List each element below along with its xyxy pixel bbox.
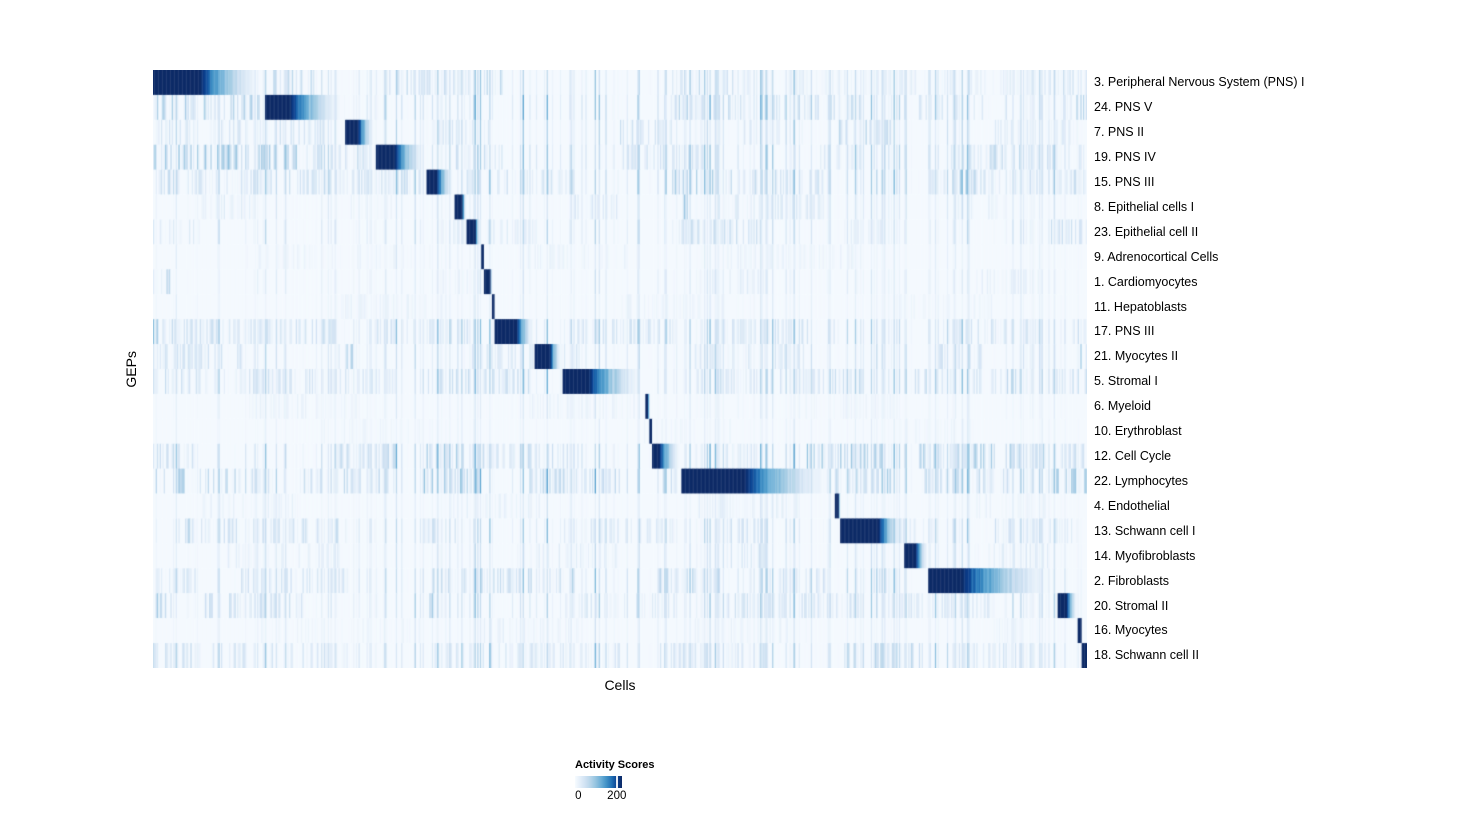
legend-title: Activity Scores xyxy=(575,759,655,771)
x-axis-title: Cells xyxy=(604,677,636,693)
row-label: 19. PNS IV xyxy=(1094,149,1156,164)
row-label: 15. PNS III xyxy=(1094,174,1155,189)
row-label: 11. Hepatoblasts xyxy=(1094,299,1187,314)
legend-tick-min-label: 0 xyxy=(575,790,582,802)
row-label: 12. Cell Cycle xyxy=(1094,449,1172,464)
row-label: 14. Myofibroblasts xyxy=(1094,548,1196,563)
row-label: 24. PNS V xyxy=(1094,100,1153,115)
row-labels: 3. Peripheral Nervous System (PNS) I 24.… xyxy=(1094,70,1454,668)
row-label: 16. Myocytes xyxy=(1094,623,1168,638)
row-label: 17. PNS III xyxy=(1094,324,1155,339)
legend-ticks: 0 200 xyxy=(575,790,626,804)
row-label: 23. Epithelial cell II xyxy=(1094,224,1199,239)
row-label: 7. PNS II xyxy=(1094,125,1145,140)
legend-bar-wrap xyxy=(575,776,622,788)
row-label: 10. Erythroblast xyxy=(1094,424,1182,439)
row-label: 6. Myeloid xyxy=(1094,399,1151,414)
row-label: 22. Lymphocytes xyxy=(1094,473,1189,488)
row-label: 8. Epithelial cells I xyxy=(1094,199,1195,214)
row-label: 5. Stromal I xyxy=(1094,374,1158,389)
legend-tick-max-label: 200 xyxy=(607,790,627,802)
row-label: 13. Schwann cell I xyxy=(1094,523,1196,538)
row-label: 18. Schwann cell II xyxy=(1094,648,1199,663)
heatmap-canvas xyxy=(153,70,1087,668)
row-label: 3. Peripheral Nervous System (PNS) I xyxy=(1094,75,1305,90)
row-label: 9. Adrenocortical Cells xyxy=(1094,249,1219,264)
y-axis-title-text: GEPs xyxy=(123,350,139,388)
legend-gradient-bar xyxy=(575,776,622,788)
row-label: 1. Cardiomyocytes xyxy=(1094,274,1198,289)
row-label: 2. Fibroblasts xyxy=(1094,573,1170,588)
row-label: 20. Stromal II xyxy=(1094,598,1169,613)
y-axis-title: GEPs xyxy=(118,70,144,668)
legend-tick-mark xyxy=(615,776,618,788)
row-label: 21. Myocytes II xyxy=(1094,349,1179,364)
legend: Activity Scores 0 200 xyxy=(575,759,695,804)
row-label: 4. Endothelial xyxy=(1094,498,1170,513)
